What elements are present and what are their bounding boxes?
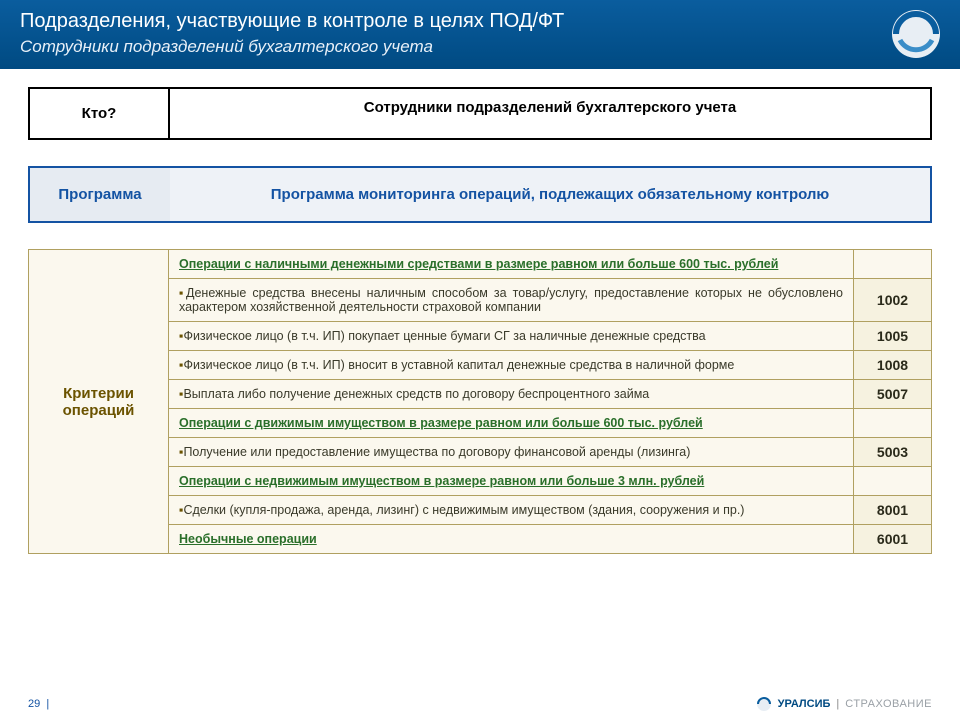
criteria-section-header: Операции с недвижимым имуществом в разме… [169, 467, 853, 495]
slide-content: Кто? Сотрудники подразделений бухгалтерс… [0, 69, 960, 554]
criteria-label: Критерии операций [28, 249, 168, 554]
program-block: Программа Программа мониторинга операций… [28, 166, 932, 223]
criteria-code: 1005 [853, 322, 931, 350]
footer-brand: УРАЛСИБ | СТРАХОВАНИЕ [756, 696, 932, 712]
program-label: Программа [30, 168, 170, 221]
slide-footer: 29 | УРАЛСИБ | СТРАХОВАНИЕ [0, 696, 960, 712]
table-row: ▪Физическое лицо (в т.ч. ИП) покупает це… [168, 321, 932, 350]
table-row: ▪Физическое лицо (в т.ч. ИП) вносит в ус… [168, 350, 932, 379]
criteria-section-header: Необычные операции [169, 525, 853, 553]
table-row: Операции с движимым имуществом в размере… [168, 408, 932, 437]
criteria-section-header: Операции с наличными денежными средствам… [169, 250, 853, 278]
criteria-code: 1002 [853, 279, 931, 321]
criteria-code: 5007 [853, 380, 931, 408]
criteria-item-desc: ▪Сделки (купля-продажа, аренда, лизинг) … [169, 496, 853, 524]
table-row: ▪Выплата либо получение денежных средств… [168, 379, 932, 408]
table-row: ▪Получение или предоставление имущества … [168, 437, 932, 466]
criteria-code: 1008 [853, 351, 931, 379]
criteria-code [853, 409, 931, 437]
who-block: Кто? Сотрудники подразделений бухгалтерс… [28, 87, 932, 140]
table-row: ▪Денежные средства внесены наличным спос… [168, 278, 932, 321]
criteria-code: 8001 [853, 496, 931, 524]
table-row: Необычные операции6001 [168, 524, 932, 554]
table-row: Операции с недвижимым имуществом в разме… [168, 466, 932, 495]
table-row: Операции с наличными денежными средствам… [168, 249, 932, 278]
brand-separator: | [836, 698, 839, 710]
criteria-code [853, 250, 931, 278]
criteria-block: Критерии операций Операции с наличными д… [28, 249, 932, 554]
criteria-item-desc: ▪Физическое лицо (в т.ч. ИП) вносит в ус… [169, 351, 853, 379]
brand-logo-icon [756, 696, 772, 712]
criteria-table: Операции с наличными денежными средствам… [168, 249, 932, 554]
table-row: ▪Сделки (купля-продажа, аренда, лизинг) … [168, 495, 932, 524]
slide-header: Подразделения, участвующие в контроле в … [0, 0, 960, 69]
criteria-item-desc: ▪Денежные средства внесены наличным спос… [169, 279, 853, 321]
criteria-item-desc: ▪Физическое лицо (в т.ч. ИП) покупает це… [169, 322, 853, 350]
brand-suffix: СТРАХОВАНИЕ [845, 698, 932, 710]
program-value: Программа мониторинга операций, подлежащ… [170, 168, 930, 221]
criteria-item-desc: ▪Выплата либо получение денежных средств… [169, 380, 853, 408]
company-logo-icon [890, 8, 942, 60]
who-label: Кто? [30, 89, 170, 138]
criteria-item-desc: ▪Получение или предоставление имущества … [169, 438, 853, 466]
criteria-section-header: Операции с движимым имуществом в размере… [169, 409, 853, 437]
criteria-code [853, 467, 931, 495]
who-value: Сотрудники подразделений бухгалтерского … [170, 89, 930, 138]
page-number: 29 | [28, 698, 49, 710]
page-title: Подразделения, участвующие в контроле в … [20, 10, 940, 33]
brand-name: УРАЛСИБ [778, 698, 831, 710]
criteria-code: 6001 [853, 525, 931, 553]
criteria-code: 5003 [853, 438, 931, 466]
page-subtitle: Сотрудники подразделений бухгалтерского … [20, 37, 940, 57]
